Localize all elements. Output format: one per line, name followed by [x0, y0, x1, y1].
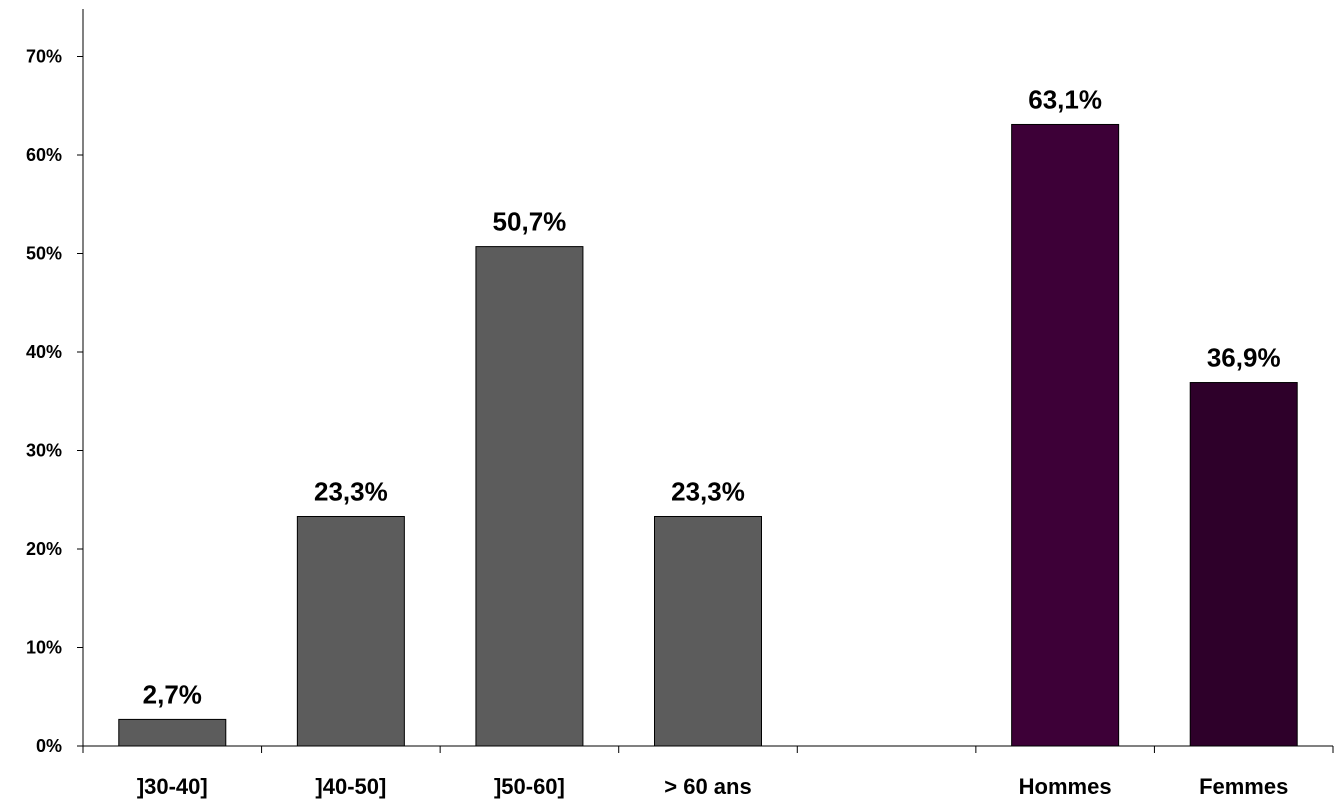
chart-labels: 0% 10% 20% 30% 40% 50% 60% 70% 2,7% ]30-40] 23,3%]… — [26, 47, 1288, 800]
y-tick-label: 50% — [26, 244, 62, 264]
y-tick-label: 40% — [26, 342, 62, 362]
bar — [1011, 123, 1120, 747]
y-tick-label: 20% — [26, 539, 62, 559]
bar-value-label: 63,1% — [1028, 84, 1102, 114]
x-category-label: ]50-60] — [494, 774, 565, 799]
x-category-label: ]40-50] — [315, 774, 386, 799]
x-category-label: Femmes — [1199, 774, 1288, 799]
bar-value-label: 23,3% — [671, 476, 745, 506]
bar — [654, 515, 762, 747]
x-category-label: Hommes — [1019, 774, 1112, 799]
bar-value-label: 23,3% — [314, 476, 388, 506]
chart-bars — [118, 123, 1298, 747]
y-tick-label: 60% — [26, 145, 62, 165]
bar-value-label: 36,9% — [1207, 343, 1281, 373]
x-category-label: ]30-40] — [137, 774, 208, 799]
bar — [296, 515, 405, 747]
y-tick-label: 70% — [26, 47, 62, 67]
bar — [118, 718, 227, 747]
y-tick-label: 10% — [26, 638, 62, 658]
y-tick-label: 30% — [26, 441, 62, 461]
bar-value-label: 2,7% — [143, 679, 202, 709]
bar — [475, 246, 584, 747]
bar — [1189, 382, 1298, 747]
bar-value-label: 50,7% — [493, 207, 567, 237]
y-tick-label: 0% — [36, 736, 62, 756]
x-category-label: > 60 ans — [664, 774, 751, 799]
